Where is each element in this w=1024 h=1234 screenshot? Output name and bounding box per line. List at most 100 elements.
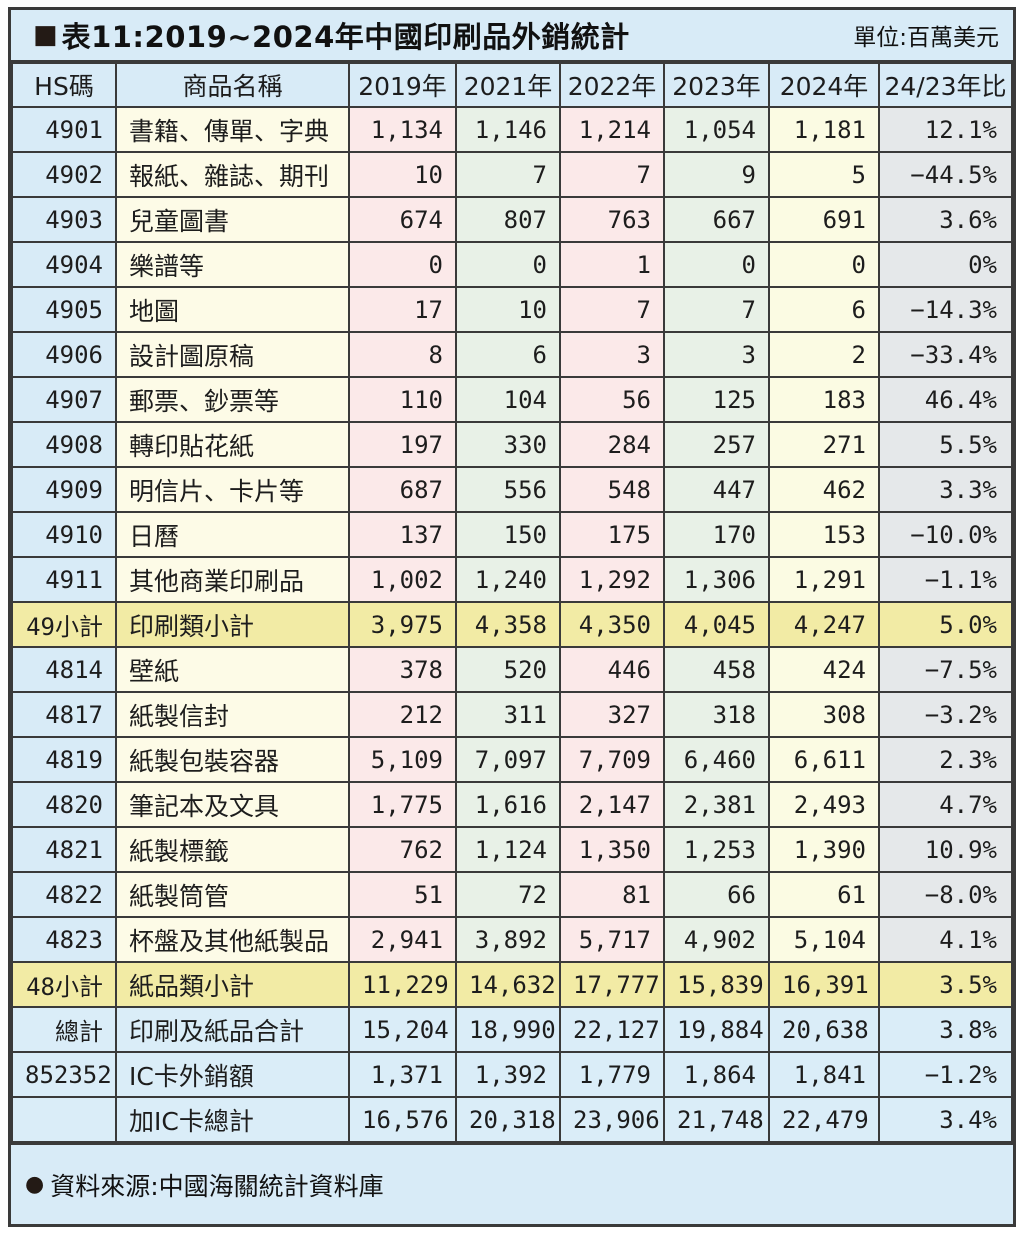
table-body: 4901 書籍、傳單、字典 1,134 1,146 1,214 1,054 1,181 12.… [11, 106, 1013, 1143]
year-value-cell: 308 [768, 691, 880, 738]
year-value-cell: 1,306 [663, 556, 770, 603]
product-name-cell: 壁紙 [115, 646, 350, 693]
year-value-cell: 1,240 [455, 556, 561, 603]
pct-change-cell: 46.4% [878, 376, 1013, 423]
year-value-cell: 3 [663, 331, 770, 378]
table-title: 表11:2019~2024年中國印刷品外銷統計 [61, 20, 630, 54]
year-value-cell: 8 [348, 331, 457, 378]
year-value-cell: 23,906 [559, 1096, 665, 1143]
year-value-cell: 15,204 [348, 1006, 457, 1053]
table-row: 4902 報紙、雜誌、期刊 10 7 7 9 5 −44.5% [11, 151, 1013, 198]
table-row: 4819 紙製包裝容器 5,109 7,097 7,709 6,460 6,611 2.3% [11, 736, 1013, 783]
year-value-cell: 11,229 [348, 961, 457, 1008]
hs-code-cell: 4823 [11, 916, 117, 963]
year-value-cell: 20,318 [455, 1096, 561, 1143]
year-value-cell: 520 [455, 646, 561, 693]
year-value-cell: 1,292 [559, 556, 665, 603]
year-value-cell: 20,638 [768, 1006, 880, 1053]
year-value-cell: 4,045 [663, 601, 770, 648]
pct-change-cell: 12.1% [878, 106, 1013, 153]
year-value-cell: 1,002 [348, 556, 457, 603]
year-value-cell: 183 [768, 376, 880, 423]
hs-code-cell: 4821 [11, 826, 117, 873]
hs-code-cell: 4905 [11, 286, 117, 333]
pct-change-cell: 2.3% [878, 736, 1013, 783]
product-name-cell: 明信片、卡片等 [115, 466, 350, 513]
product-name-cell: IC卡外銷額 [115, 1051, 350, 1098]
table-row: 4821 紙製標籤 762 1,124 1,350 1,253 1,390 10.9% [11, 826, 1013, 873]
product-name-cell: 轉印貼花紙 [115, 421, 350, 468]
product-name-cell: 設計圖原稿 [115, 331, 350, 378]
year-value-cell: 0 [663, 241, 770, 288]
column-header: 2024年 [768, 62, 880, 108]
hs-code-cell: 4822 [11, 871, 117, 918]
export-statistics-table: HS碼 商品名稱 2019年 2021年 2022年 2023年 2024年 24/23年比 … [11, 62, 1013, 1143]
year-value-cell: 4,902 [663, 916, 770, 963]
product-name-cell: 郵票、鈔票等 [115, 376, 350, 423]
unit-label: 單位:百萬美元 [853, 25, 999, 51]
pct-change-cell: −14.3% [878, 286, 1013, 333]
table-row: 4905 地圖 17 10 7 7 6 −14.3% [11, 286, 1013, 333]
year-value-cell: 458 [663, 646, 770, 693]
circle-bullet-icon: ● [25, 1171, 45, 1197]
year-value-cell: 6 [768, 286, 880, 333]
product-name-cell: 兒童圖書 [115, 196, 350, 243]
year-value-cell: 125 [663, 376, 770, 423]
pct-change-cell: 3.8% [878, 1006, 1013, 1053]
table-row: 4908 轉印貼花紙 197 330 284 257 271 5.5% [11, 421, 1013, 468]
year-value-cell: 674 [348, 196, 457, 243]
table-row: 總計 印刷及紙品合計 15,204 18,990 22,127 19,884 20,638 3… [11, 1006, 1013, 1053]
hs-code-cell: 4902 [11, 151, 117, 198]
year-value-cell: 153 [768, 511, 880, 558]
square-bullet-icon: ■ [33, 20, 58, 50]
pct-change-cell: −33.4% [878, 331, 1013, 378]
year-value-cell: 330 [455, 421, 561, 468]
year-value-cell: 5,717 [559, 916, 665, 963]
column-header: 2021年 [455, 62, 561, 108]
year-value-cell: 1,775 [348, 781, 457, 828]
product-name-cell: 紙品類小計 [115, 961, 350, 1008]
table-row: 852352 IC卡外銷額 1,371 1,392 1,779 1,864 1,841 −1.… [11, 1051, 1013, 1098]
year-value-cell: 19,884 [663, 1006, 770, 1053]
hs-code-cell: 4910 [11, 511, 117, 558]
year-value-cell: 0 [768, 241, 880, 288]
table-row: 4817 紙製信封 212 311 327 318 308 −3.2% [11, 691, 1013, 738]
column-header: 商品名稱 [115, 62, 350, 108]
product-name-cell: 地圖 [115, 286, 350, 333]
year-value-cell: 150 [455, 511, 561, 558]
header-row: HS碼 商品名稱 2019年 2021年 2022年 2023年 2024年 24/23年比 [11, 62, 1013, 108]
year-value-cell: 2 [768, 331, 880, 378]
product-name-cell: 筆記本及文具 [115, 781, 350, 828]
year-value-cell: 2,381 [663, 781, 770, 828]
year-value-cell: 1,371 [348, 1051, 457, 1098]
table-row: 4820 筆記本及文具 1,775 1,616 2,147 2,381 2,493 4.7% [11, 781, 1013, 828]
year-value-cell: 137 [348, 511, 457, 558]
year-value-cell: 4,247 [768, 601, 880, 648]
table-row: 49小計 印刷類小計 3,975 4,358 4,350 4,045 4,247 5.0% [11, 601, 1013, 648]
year-value-cell: 447 [663, 466, 770, 513]
table-row: 4909 明信片、卡片等 687 556 548 447 462 3.3% [11, 466, 1013, 513]
year-value-cell: 17 [348, 286, 457, 333]
year-value-cell: 687 [348, 466, 457, 513]
table-row: 加IC卡總計 16,576 20,318 23,906 21,748 22,479 3.4% [11, 1096, 1013, 1143]
year-value-cell: 5,104 [768, 916, 880, 963]
table-row: 4907 郵票、鈔票等 110 104 56 125 183 46.4% [11, 376, 1013, 423]
hs-code-cell: 4901 [11, 106, 117, 153]
year-value-cell: 51 [348, 871, 457, 918]
year-value-cell: 271 [768, 421, 880, 468]
source-note: 資料來源:中國海關統計資料庫 [50, 1171, 384, 1201]
hs-code-cell [11, 1096, 117, 1143]
year-value-cell: 17,777 [559, 961, 665, 1008]
year-value-cell: 3 [559, 331, 665, 378]
year-value-cell: 197 [348, 421, 457, 468]
year-value-cell: 7 [455, 151, 561, 198]
year-value-cell: 2,493 [768, 781, 880, 828]
hs-code-cell: 4903 [11, 196, 117, 243]
source-note-bar: ● 資料來源:中國海關統計資料庫 [11, 1143, 1013, 1224]
product-name-cell: 印刷及紙品合計 [115, 1006, 350, 1053]
column-header: 24/23年比 [878, 62, 1013, 108]
year-value-cell: 548 [559, 466, 665, 513]
year-value-cell: 212 [348, 691, 457, 738]
hs-code-cell: 4814 [11, 646, 117, 693]
